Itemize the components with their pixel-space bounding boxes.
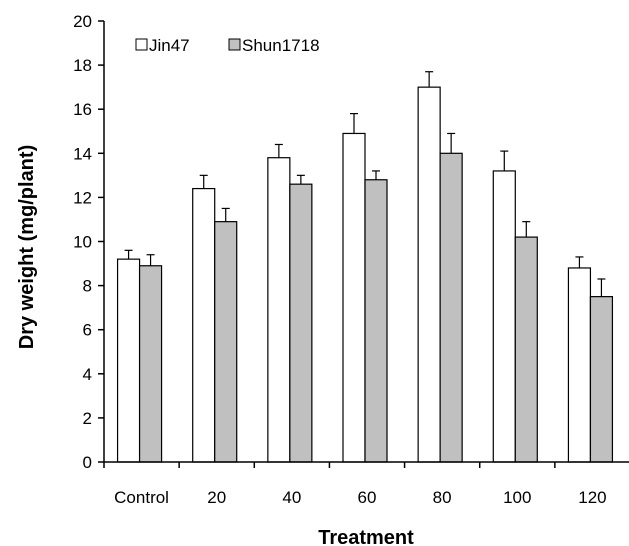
legend-label-shun1718: Shun1718 <box>242 36 320 55</box>
x-axis-ticks: Control 20 40 60 80 100 120 <box>103 462 607 507</box>
bar-shun1718 <box>589 296 614 463</box>
y-tick-label: 4 <box>83 365 92 384</box>
bar-jin47 <box>492 170 516 463</box>
bar-jin47 <box>417 86 441 463</box>
x-tick-label: 120 <box>578 488 606 507</box>
x-tick-label: 100 <box>503 488 531 507</box>
x-tick-label: 60 <box>358 488 377 507</box>
bar-jin47 <box>342 132 366 463</box>
legend-swatch-jin47 <box>135 38 148 51</box>
bar-shun1718 <box>514 236 538 463</box>
y-tick-label: 20 <box>73 12 92 31</box>
y-tick-label: 0 <box>83 453 92 472</box>
x-tick-label: Control <box>114 488 169 507</box>
bar-shun1718 <box>439 152 463 463</box>
bar-shun1718 <box>364 179 388 463</box>
bar-shun1718 <box>289 183 313 463</box>
y-tick-label: 8 <box>83 277 92 296</box>
bar-jin47 <box>567 267 592 463</box>
x-axis-title: Treatment <box>318 527 414 546</box>
bar-jin47 <box>267 157 291 463</box>
bar-shun1718 <box>138 265 163 463</box>
axes-group <box>103 21 629 463</box>
y-tick-label: 14 <box>73 144 92 163</box>
y-tick-label: 2 <box>83 409 92 428</box>
bar-jin47 <box>116 258 141 463</box>
y-axis-title: Dry weight (mg/plant) <box>16 145 38 349</box>
bar-shun1718 <box>214 221 238 463</box>
x-tick-label: 80 <box>433 488 452 507</box>
y-tick-label: 16 <box>73 100 92 119</box>
legend: Jin47 Shun1718 <box>135 36 320 55</box>
bar-jin47 <box>192 187 216 463</box>
y-tick-label: 10 <box>73 233 92 252</box>
x-tick-label: 20 <box>207 488 226 507</box>
y-axis-ticks: 0 2 4 6 8 10 12 14 16 18 20 <box>73 12 104 472</box>
y-tick-label: 6 <box>83 321 92 340</box>
bars-group <box>116 71 614 463</box>
legend-swatch-shun1718 <box>228 38 241 51</box>
legend-label-jin47: Jin47 <box>149 36 190 55</box>
y-tick-label: 18 <box>73 56 92 75</box>
y-tick-label: 12 <box>73 188 92 207</box>
x-tick-label: 40 <box>282 488 301 507</box>
